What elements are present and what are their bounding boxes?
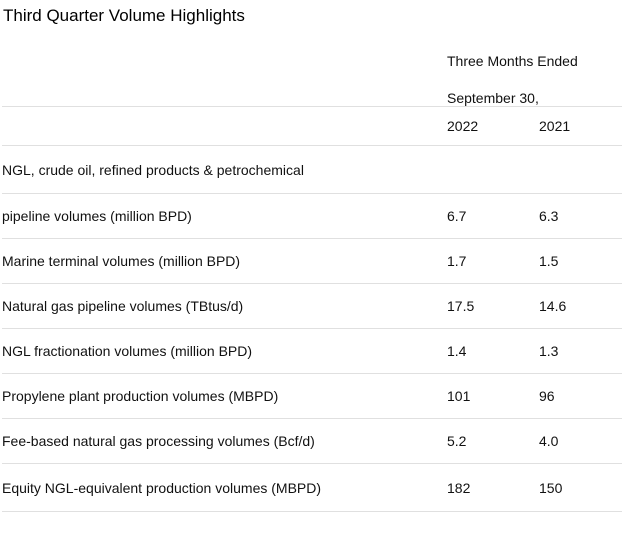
volume-table: Three Months Ended September 30, 2022 20… <box>2 53 622 512</box>
row-label: Natural gas pipeline volumes (TBtus/d) <box>2 283 447 329</box>
page-title: Third Quarter Volume Highlights <box>3 6 245 25</box>
row-value-2022: 182 <box>447 463 539 512</box>
column-header-2022: 2022 <box>447 106 539 146</box>
row-label: Propylene plant production volumes (MBPD… <box>2 373 447 419</box>
empty-cell <box>2 106 447 146</box>
table-row: NGL fractionation volumes (million BPD) … <box>2 328 622 374</box>
column-header-2021: 2021 <box>539 106 622 146</box>
period-line-2: September 30, <box>447 90 539 106</box>
row-value-2021: 96 <box>539 373 622 419</box>
table-row: Equity NGL-equivalent production volumes… <box>2 463 622 512</box>
table-row: Marine terminal volumes (million BPD) 1.… <box>2 238 622 284</box>
row-value-2021: 150 <box>539 463 622 512</box>
table-row: pipeline volumes (million BPD) 6.7 6.3 <box>2 193 622 239</box>
row-value-2022: 6.7 <box>447 193 539 239</box>
row-value-2022: 5.2 <box>447 418 539 464</box>
period-header-row: Three Months Ended September 30, <box>2 53 622 107</box>
row-value-2021: 14.6 <box>539 283 622 329</box>
row-label: Marine terminal volumes (million BPD) <box>2 238 447 284</box>
row-value-2021: 4.0 <box>539 418 622 464</box>
section-header-row: NGL, crude oil, refined products & petro… <box>2 145 622 194</box>
section-header: NGL, crude oil, refined products & petro… <box>2 145 622 194</box>
row-value-2022: 17.5 <box>447 283 539 329</box>
year-columns-row: 2022 2021 <box>2 106 622 146</box>
table-row: Fee-based natural gas processing volumes… <box>2 418 622 464</box>
row-label: Equity NGL-equivalent production volumes… <box>2 463 447 512</box>
row-value-2021: 1.5 <box>539 238 622 284</box>
period-header-cell: Three Months Ended September 30, <box>447 53 622 107</box>
row-label: Fee-based natural gas processing volumes… <box>2 418 447 464</box>
row-value-2021: 1.3 <box>539 328 622 374</box>
row-label: pipeline volumes (million BPD) <box>2 193 447 239</box>
period-line-1: Three Months Ended <box>447 53 578 69</box>
row-value-2022: 1.7 <box>447 238 539 284</box>
table-row: Natural gas pipeline volumes (TBtus/d) 1… <box>2 283 622 329</box>
table-row: Propylene plant production volumes (MBPD… <box>2 373 622 419</box>
row-label: NGL fractionation volumes (million BPD) <box>2 328 447 374</box>
row-value-2021: 6.3 <box>539 193 622 239</box>
row-value-2022: 101 <box>447 373 539 419</box>
row-value-2022: 1.4 <box>447 328 539 374</box>
empty-cell <box>2 53 447 107</box>
